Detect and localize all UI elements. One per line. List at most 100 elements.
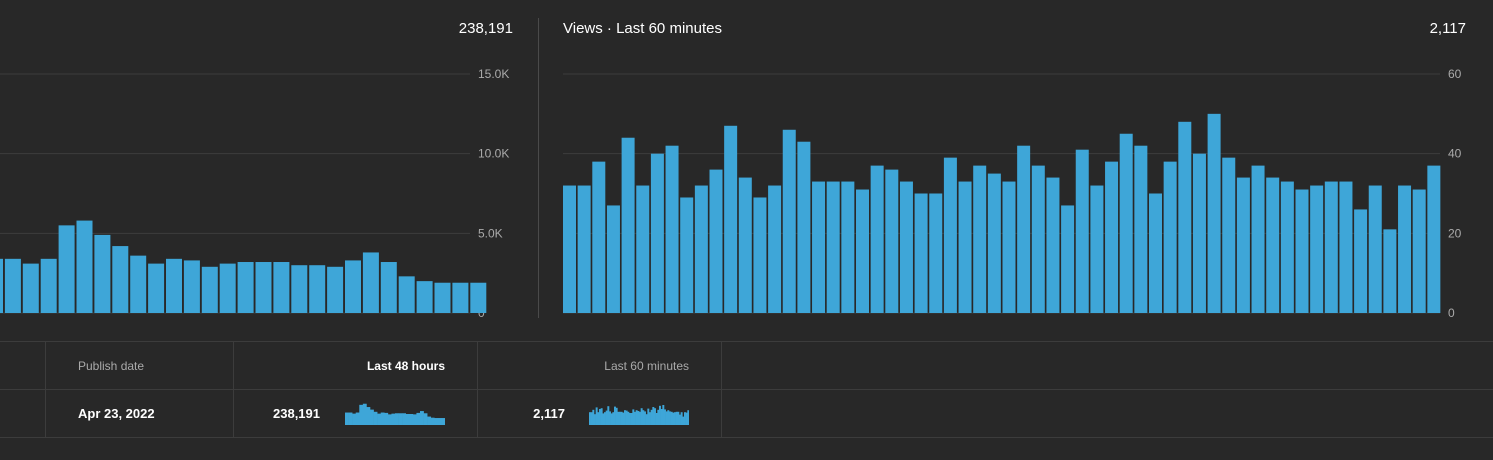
right-chart-bar[interactable] xyxy=(753,197,767,313)
right-chart-bar[interactable] xyxy=(870,165,884,313)
left-chart-bar[interactable] xyxy=(452,282,469,313)
sparkline-bar xyxy=(437,418,442,425)
right-chart-bar[interactable] xyxy=(973,165,987,313)
right-chart-bar[interactable] xyxy=(1398,185,1412,313)
sparkline-bar xyxy=(614,406,616,425)
right-chart-bar[interactable] xyxy=(1368,185,1382,313)
left-chart-bar[interactable] xyxy=(273,262,290,313)
header-publish-date[interactable]: Publish date xyxy=(78,359,145,373)
right-chart-bar[interactable] xyxy=(1046,177,1060,313)
left-chart-bar[interactable] xyxy=(380,262,397,313)
left-chart-bar[interactable] xyxy=(166,258,182,313)
right-chart-bar[interactable] xyxy=(1427,165,1441,313)
right-chart-bar[interactable] xyxy=(797,141,811,313)
right-chart-bar[interactable] xyxy=(1119,133,1133,313)
left-chart-bar[interactable] xyxy=(58,225,75,313)
right-chart-bar[interactable] xyxy=(680,197,694,313)
left-chart-bar[interactable] xyxy=(183,260,200,313)
left-chart-bar[interactable] xyxy=(327,266,344,313)
right-chart-bar[interactable] xyxy=(738,177,752,313)
right-chart-bar[interactable] xyxy=(1266,177,1280,313)
right-chart-bar[interactable] xyxy=(841,181,855,313)
right-chart-bar[interactable] xyxy=(563,185,576,313)
right-chart-bar[interactable] xyxy=(665,145,679,313)
right-chart-bar[interactable] xyxy=(1339,181,1353,313)
left-chart-bar[interactable] xyxy=(237,262,254,313)
right-chart-bar[interactable] xyxy=(1105,161,1119,313)
right-chart-bar[interactable] xyxy=(1031,165,1045,313)
right-chart-bar[interactable] xyxy=(1090,185,1104,313)
right-chart-bar[interactable] xyxy=(724,125,738,314)
right-chart-bar[interactable] xyxy=(606,205,620,313)
right-chart-bar[interactable] xyxy=(856,189,869,313)
right-chart-bar[interactable] xyxy=(1207,113,1221,313)
header-last-48-hours[interactable]: Last 48 hours xyxy=(366,359,445,373)
left-chart-bar[interactable] xyxy=(22,263,39,313)
left-chart-bar[interactable] xyxy=(94,234,111,313)
right-chart-bar[interactable] xyxy=(621,137,635,313)
right-chart-bar[interactable] xyxy=(1178,121,1192,313)
left-chart-bar[interactable] xyxy=(255,262,272,313)
left-chart-bar[interactable] xyxy=(76,220,93,313)
sparkline-bar xyxy=(687,410,689,425)
left-chart-bar[interactable] xyxy=(148,263,165,313)
right-chart-bar[interactable] xyxy=(899,181,913,313)
right-chart-bar[interactable] xyxy=(929,193,943,314)
right-chart-bar[interactable] xyxy=(1412,189,1426,313)
right-chart-bar[interactable] xyxy=(592,161,606,313)
right-chart-bar[interactable] xyxy=(1163,161,1177,313)
right-chart-bar[interactable] xyxy=(1061,205,1075,313)
right-chart-bar[interactable] xyxy=(1075,149,1089,313)
right-chart-bar[interactable] xyxy=(812,181,826,313)
sparkline-bar xyxy=(659,405,661,425)
right-chart-bar[interactable] xyxy=(1149,193,1162,314)
right-chart-bar[interactable] xyxy=(1354,209,1368,313)
right-chart-bar[interactable] xyxy=(987,173,1001,313)
right-chart-bar[interactable] xyxy=(826,181,840,313)
left-chart-bar[interactable] xyxy=(309,265,326,313)
left-chart-bar[interactable] xyxy=(345,260,361,313)
right-chart-bar[interactable] xyxy=(768,185,782,313)
left-chart-y-tick-label: 5.0K xyxy=(478,226,503,240)
right-chart-bar[interactable] xyxy=(636,185,650,313)
left-chart-bar[interactable] xyxy=(40,258,57,313)
left-chart-bar[interactable] xyxy=(416,281,433,313)
sparkline-bar xyxy=(657,409,660,425)
sparkline-bar xyxy=(640,408,643,425)
right-chart-bar[interactable] xyxy=(1192,153,1206,313)
right-chart-bar[interactable] xyxy=(958,181,972,313)
right-chart-bar[interactable] xyxy=(1324,181,1338,313)
right-chart-bar[interactable] xyxy=(1280,181,1294,313)
left-chart-bar[interactable] xyxy=(219,263,236,313)
right-chart-bar[interactable] xyxy=(885,169,899,313)
right-chart-bar[interactable] xyxy=(1295,189,1309,313)
right-chart-bar[interactable] xyxy=(694,185,708,313)
left-chart-bar[interactable] xyxy=(470,282,487,313)
right-chart-bar[interactable] xyxy=(1002,181,1016,313)
right-chart-bar[interactable] xyxy=(914,193,928,314)
right-chart-bar[interactable] xyxy=(1222,157,1236,313)
right-chart-bar[interactable] xyxy=(709,169,723,313)
left-chart-bar[interactable] xyxy=(112,246,129,313)
right-chart-bar[interactable] xyxy=(650,153,664,313)
right-chart-bar[interactable] xyxy=(943,157,957,313)
left-chart-bar[interactable] xyxy=(0,258,3,313)
header-last-60-minutes[interactable]: Last 60 minutes xyxy=(604,359,689,373)
right-chart-bar[interactable] xyxy=(1251,165,1265,313)
sparkline-bar xyxy=(654,408,656,425)
left-chart-bar[interactable] xyxy=(291,265,308,313)
right-chart-bar[interactable] xyxy=(1017,145,1031,313)
right-chart-bar[interactable] xyxy=(1134,145,1148,313)
left-chart-bar[interactable] xyxy=(201,266,218,313)
left-chart-bar[interactable] xyxy=(398,276,415,313)
right-chart-bar[interactable] xyxy=(1310,185,1324,313)
right-chart-bar[interactable] xyxy=(577,185,591,313)
right-chart-bar[interactable] xyxy=(1383,229,1397,313)
left-chart-bar[interactable] xyxy=(130,255,147,313)
left-chart-bar[interactable] xyxy=(4,258,21,313)
left-chart-bar[interactable] xyxy=(362,252,379,313)
left-chart-bar[interactable] xyxy=(434,282,451,313)
right-chart-bar[interactable] xyxy=(1236,177,1250,313)
right-chart-bar[interactable] xyxy=(782,129,796,313)
